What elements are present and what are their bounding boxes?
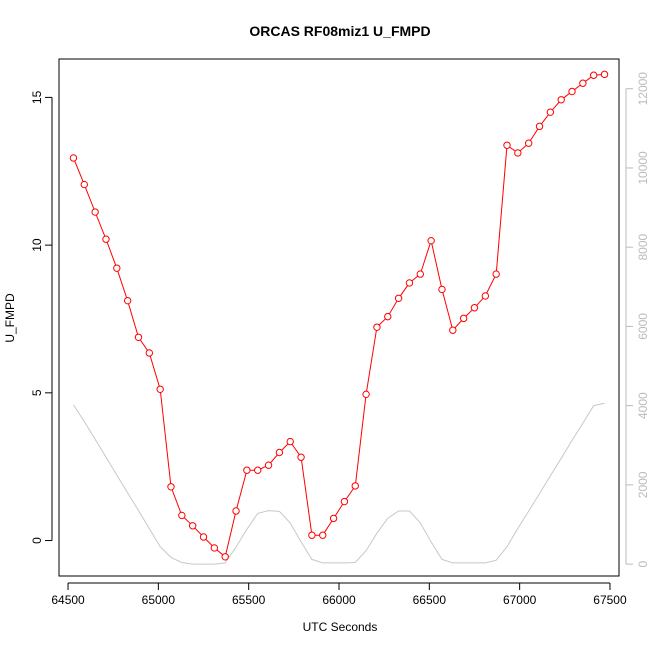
data-point — [199, 533, 208, 541]
data-point — [254, 466, 262, 474]
data-point — [503, 141, 511, 149]
data-point — [524, 139, 533, 147]
data-point — [546, 108, 555, 116]
data-point — [459, 314, 468, 323]
data-point — [362, 390, 370, 399]
data-point — [167, 483, 175, 491]
x-tick-label: 66000 — [322, 593, 356, 607]
data-point — [514, 149, 522, 157]
y2-tick-label: 8000 — [636, 234, 650, 261]
y-tick-label: 15 — [30, 90, 44, 104]
data-point — [156, 385, 164, 393]
data-point — [286, 437, 294, 446]
y-axis-left: 0 5 10 15 — [30, 90, 53, 544]
data-point — [384, 312, 392, 321]
data-point — [449, 326, 457, 334]
data-point — [232, 507, 240, 515]
y2-tick-label: 12000 — [636, 72, 650, 106]
data-point — [188, 522, 197, 530]
data-point — [102, 235, 110, 243]
data-point — [340, 497, 349, 506]
data-point — [210, 544, 219, 552]
y2-tick-label: 6000 — [636, 313, 650, 340]
x-tick-label: 66500 — [413, 593, 447, 607]
y-tick-label: 10 — [30, 238, 44, 252]
data-point — [145, 349, 154, 357]
data-point — [134, 333, 143, 341]
series-line-right-axis — [73, 402, 605, 565]
data-point — [481, 292, 490, 300]
y2-tick-label: 2000 — [636, 471, 650, 498]
x-tick-label: 67500 — [593, 593, 627, 607]
data-point — [416, 270, 424, 278]
data-point — [579, 79, 587, 87]
y-axis-right: 0 2000 4000 6000 8000 10000 12000 — [625, 72, 650, 567]
data-point — [600, 70, 609, 79]
y-tick-label: 0 — [30, 537, 44, 544]
data-point — [405, 279, 414, 287]
data-point — [394, 294, 403, 302]
x-axis: 64500 65000 65500 66000 66500 67000 67500 — [51, 582, 627, 607]
data-point — [590, 71, 598, 79]
x-axis-label: UTC Seconds — [303, 620, 378, 634]
data-point — [373, 323, 381, 331]
data-point — [264, 461, 273, 469]
data-point — [178, 511, 186, 520]
series-line-left-axis — [73, 73, 605, 558]
data-point — [319, 531, 327, 539]
x-tick-label: 65000 — [142, 593, 176, 607]
data-point — [123, 296, 132, 305]
data-point — [243, 466, 251, 474]
plot-frame — [58, 58, 620, 577]
y-axis-label: U_FMPD — [3, 293, 17, 343]
data-point — [470, 304, 479, 312]
y2-tick-label: 0 — [636, 560, 650, 567]
data-point — [427, 236, 435, 245]
y-tick-label: 5 — [30, 389, 44, 396]
data-point — [80, 180, 88, 189]
data-point — [557, 96, 565, 104]
chart-title: ORCAS RF08miz1 U_FMPD — [249, 23, 430, 39]
data-point — [351, 482, 359, 490]
data-point — [329, 514, 338, 523]
data-point — [308, 531, 316, 539]
x-tick-label: 65500 — [232, 593, 266, 607]
x-tick-label: 64500 — [51, 593, 85, 607]
data-point — [91, 208, 99, 216]
series-layer — [69, 70, 609, 565]
data-point — [492, 270, 500, 278]
data-point — [568, 87, 576, 96]
x-tick-label: 67000 — [503, 593, 537, 607]
y2-tick-label: 4000 — [636, 392, 650, 419]
y2-tick-label: 10000 — [636, 151, 650, 185]
data-point — [69, 154, 78, 162]
data-point — [297, 453, 305, 461]
data-point — [535, 122, 544, 131]
data-point — [113, 264, 121, 272]
data-point — [275, 448, 284, 457]
data-point — [221, 553, 229, 561]
data-point — [438, 285, 446, 294]
